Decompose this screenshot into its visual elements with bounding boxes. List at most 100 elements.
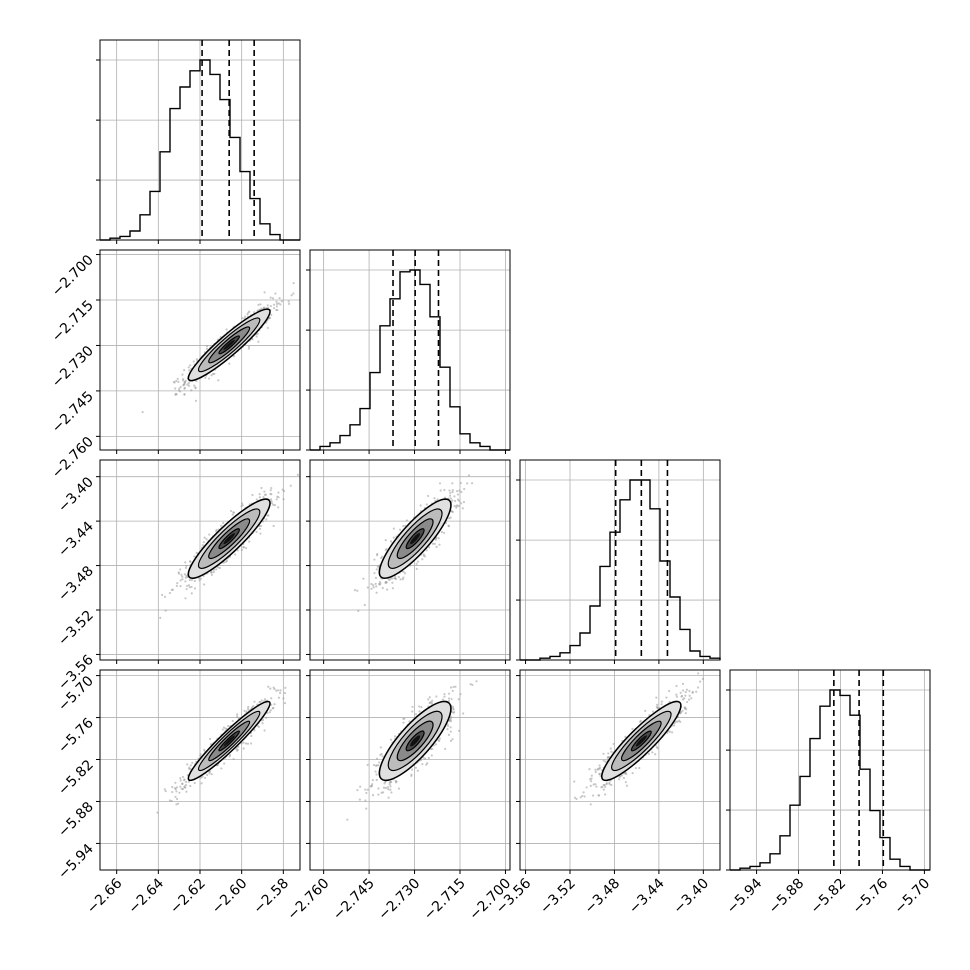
panel-content: [141, 282, 295, 414]
sample-point: [171, 785, 174, 789]
sample-point: [187, 366, 190, 369]
y-tick-label: −2.700: [49, 252, 97, 300]
panel-content: [159, 473, 299, 619]
sample-point: [688, 694, 691, 697]
sample-point: [451, 689, 454, 692]
sample-point: [179, 390, 182, 393]
sample-point: [262, 496, 265, 499]
sample-point: [608, 783, 611, 786]
sample-point: [163, 788, 166, 791]
sample-point: [183, 778, 186, 781]
sample-point: [374, 770, 377, 773]
sample-point: [675, 695, 679, 698]
sample-point: [195, 380, 198, 383]
sample-point: [185, 790, 188, 793]
sample-point: [435, 545, 438, 548]
x-tick-label: −2.62: [167, 876, 209, 918]
sample-point: [609, 747, 612, 750]
sample-point: [272, 307, 276, 310]
sample-point: [397, 575, 400, 579]
sample-point: [269, 489, 272, 492]
sample-point: [175, 790, 178, 793]
x-tick-label: −5.76: [850, 875, 892, 917]
sample-point: [596, 768, 599, 771]
sample-point: [449, 718, 452, 721]
sample-point: [263, 698, 267, 701]
sample-point: [430, 701, 433, 704]
sample-point: [175, 379, 178, 383]
sample-point: [362, 577, 365, 580]
sample-point: [257, 303, 260, 306]
sample-point: [686, 700, 689, 704]
sample-point: [453, 499, 457, 503]
hist-panel-1: [306, 249, 511, 454]
sample-point: [181, 575, 184, 578]
sample-point: [456, 504, 459, 507]
x-tick-label: −5.82: [808, 876, 850, 918]
sample-point: [280, 300, 283, 303]
sample-point: [194, 399, 198, 402]
sample-point: [225, 559, 228, 562]
sample-point: [381, 791, 385, 794]
y-tick-label: −5.88: [55, 799, 97, 841]
sample-point: [467, 474, 471, 477]
sample-point: [638, 766, 641, 770]
sample-point: [418, 705, 421, 708]
sample-point: [399, 578, 402, 581]
sample-point: [358, 798, 361, 801]
sample-point: [183, 368, 186, 372]
panel-content: [156, 685, 287, 814]
sample-point: [205, 345, 209, 348]
sample-point: [176, 377, 179, 381]
sample-point: [449, 494, 452, 497]
sample-point: [272, 303, 276, 306]
sample-point: [266, 304, 269, 307]
hist-panel-3: [726, 669, 931, 874]
sample-point: [264, 493, 267, 496]
sample-point: [644, 709, 647, 712]
sample-point: [229, 509, 233, 513]
histogram-step: [310, 269, 510, 451]
sample-point: [385, 547, 388, 551]
sample-point: [451, 707, 455, 710]
y-tick-label: −5.76: [55, 715, 97, 757]
panel-frame: [519, 459, 721, 661]
sample-point: [469, 683, 472, 686]
sample-point: [277, 689, 280, 692]
sample-point: [679, 691, 682, 694]
sample-point: [622, 776, 626, 780]
sample-point: [655, 746, 659, 749]
sample-point: [223, 762, 226, 765]
sample-point: [177, 572, 181, 575]
sample-point: [625, 784, 629, 787]
sample-point: [427, 756, 430, 760]
sample-point: [595, 785, 598, 788]
sample-point: [205, 538, 208, 541]
sample-point: [195, 551, 198, 554]
sample-point: [624, 735, 627, 738]
scatter-panel-1-2: [309, 459, 511, 661]
sample-point: [283, 691, 287, 695]
sample-point: [283, 702, 287, 705]
panel-content: [346, 680, 478, 821]
y-tick-label: −3.52: [55, 608, 97, 650]
sample-point: [450, 697, 453, 701]
sample-point: [451, 510, 454, 514]
sample-point: [425, 503, 428, 506]
sample-point: [589, 803, 592, 806]
sample-point: [188, 578, 191, 582]
sample-point: [698, 680, 702, 683]
sample-point: [656, 703, 659, 706]
x-tick-label: −3.52: [537, 876, 579, 918]
sample-point: [235, 747, 238, 750]
sample-point: [695, 690, 698, 693]
sample-point: [271, 297, 275, 300]
sample-point: [416, 560, 420, 563]
density-peak: [410, 735, 421, 747]
sample-point: [377, 764, 380, 767]
sample-point: [634, 766, 637, 770]
sample-point: [217, 379, 220, 382]
sample-point: [676, 720, 679, 723]
sample-point: [161, 593, 164, 597]
sample-point: [243, 709, 246, 712]
